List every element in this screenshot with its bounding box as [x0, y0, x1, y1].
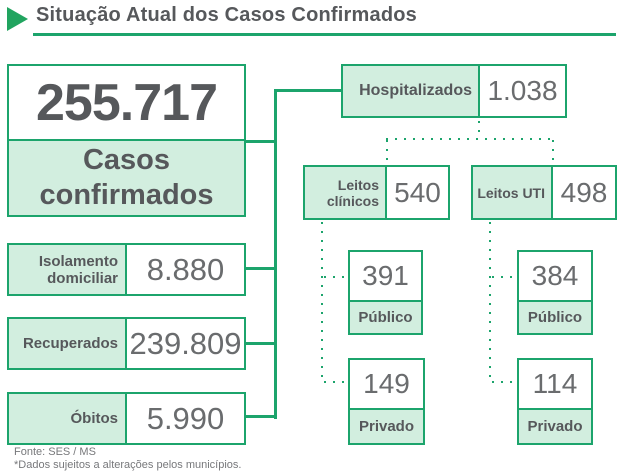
icu-public-box: 384 Público: [517, 250, 593, 335]
icu-private-label: Privado: [517, 408, 593, 445]
dotted-clinical-private: [324, 381, 348, 383]
icu-public-value: 384: [517, 250, 593, 302]
connector-trunk: [274, 89, 277, 419]
icu-beds-value: 498: [551, 165, 617, 220]
icu-private-box: 114 Privado: [517, 358, 593, 445]
hospitalized-label: Hospitalizados: [341, 64, 480, 118]
stat-label: Isolamento domiciliar: [7, 243, 127, 296]
clinical-beds-label: Leitos clínicos: [303, 165, 387, 220]
dotted-icu-trunk: [489, 222, 491, 384]
dotted-icu-public: [492, 276, 517, 278]
dotted-clinical-public: [324, 276, 348, 278]
connector-to-recovered: [245, 342, 276, 345]
stat-label: Recuperados: [7, 317, 127, 370]
confirmed-cases-label: Casos confirmados: [7, 139, 246, 217]
stat-home-isolation: Isolamento domiciliar 8.880: [7, 243, 246, 296]
icu-private-value: 114: [517, 358, 593, 410]
connector-to-deaths: [245, 415, 276, 418]
dotted-beds-branch: [386, 138, 554, 140]
connector-to-hospitalized: [276, 89, 342, 92]
page-title: Situação Atual dos Casos Confirmados: [36, 4, 417, 26]
dotted-icu-private: [492, 381, 517, 383]
clinical-public-box: 391 Público: [348, 250, 423, 335]
hospitalized-value: 1.038: [478, 64, 567, 118]
clinical-public-label: Público: [348, 300, 423, 335]
clinical-public-value: 391: [348, 250, 423, 302]
dotted-clinical-trunk: [321, 222, 323, 384]
connector-to-isolation: [245, 267, 276, 270]
icu-public-label: Público: [517, 300, 593, 335]
stat-value: 8.880: [125, 243, 246, 296]
stat-hospitalized: Hospitalizados 1.038: [341, 64, 567, 118]
stat-deaths: Óbitos 5.990: [7, 392, 246, 445]
source-text: Fonte: SES / MS: [14, 446, 96, 458]
stat-value: 5.990: [125, 392, 246, 445]
clinical-private-label: Privado: [348, 408, 425, 445]
dotted-to-icu-beds: [552, 140, 554, 165]
stat-value: 239.809: [125, 317, 246, 370]
confirmed-cases-value: 255.717: [7, 64, 246, 141]
stat-clinical-beds: Leitos clínicos 540: [303, 165, 450, 220]
stat-recovered: Recuperados 239.809: [7, 317, 246, 370]
clinical-beds-value: 540: [385, 165, 450, 220]
clinical-private-value: 149: [348, 358, 425, 410]
confirmed-cases-box: 255.717 Casos confirmados: [7, 64, 246, 217]
dotted-hospitalized-down: [478, 121, 480, 139]
play-triangle-icon: [7, 7, 28, 31]
disclaimer-text: *Dados sujeitos a alterações pelos munic…: [14, 459, 242, 471]
icu-beds-label: Leitos UTI: [471, 165, 553, 220]
connector-to-confirmed: [245, 140, 276, 143]
clinical-private-box: 149 Privado: [348, 358, 425, 445]
stat-icu-beds: Leitos UTI 498: [471, 165, 617, 220]
dotted-to-clinical-beds: [386, 140, 388, 165]
title-underline: [33, 33, 616, 36]
stat-label: Óbitos: [7, 392, 127, 445]
